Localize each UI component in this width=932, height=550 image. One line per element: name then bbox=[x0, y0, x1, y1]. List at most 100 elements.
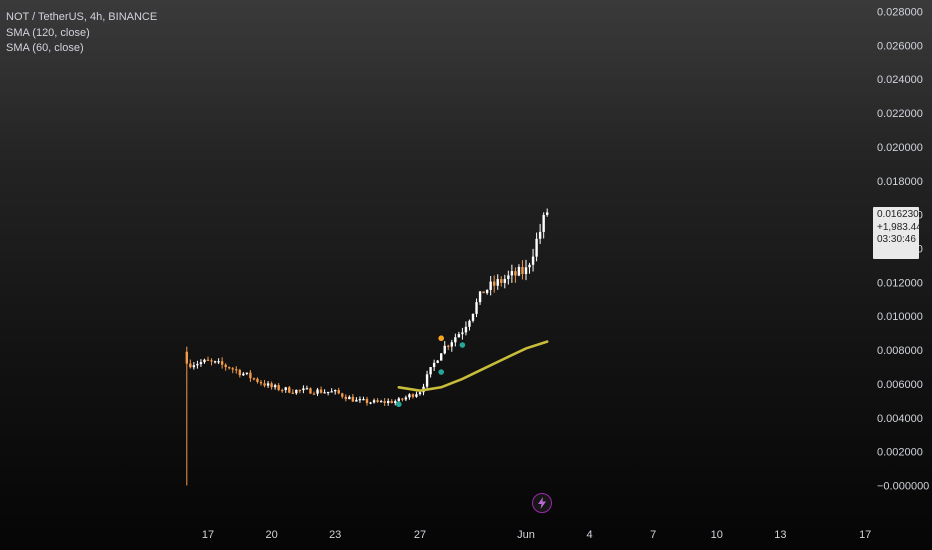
time-tick-label: 17 bbox=[859, 529, 871, 541]
candle-body bbox=[478, 291, 482, 303]
candle-body bbox=[252, 378, 256, 380]
candle-body bbox=[316, 389, 319, 394]
candle-body bbox=[535, 238, 538, 257]
candle-body bbox=[425, 374, 429, 387]
symbol-title[interactable]: NOT / TetherUS, 4h, BINANCE bbox=[6, 11, 158, 23]
candle-body bbox=[454, 337, 457, 343]
price-tick-label: 0.012000 bbox=[877, 277, 923, 289]
price-tick-label: 0.006000 bbox=[877, 379, 923, 391]
candle-body bbox=[330, 391, 333, 393]
price-tick-label: 0.022000 bbox=[877, 108, 923, 120]
candle-body bbox=[242, 373, 245, 376]
candle-body bbox=[418, 392, 422, 395]
candle-body bbox=[493, 281, 496, 286]
signal-marker bbox=[396, 401, 402, 408]
candle-body bbox=[415, 394, 418, 397]
price-tick-label: 0.008000 bbox=[877, 345, 923, 357]
candle-body bbox=[369, 402, 372, 404]
lightning-bolt-icon[interactable] bbox=[532, 493, 552, 513]
time-tick-label: 4 bbox=[587, 529, 593, 541]
signal-marker bbox=[459, 342, 466, 348]
candle-body bbox=[362, 399, 365, 401]
time-tick-label: 23 bbox=[329, 529, 341, 541]
signal-markers-layer bbox=[396, 335, 466, 408]
candle-body bbox=[429, 367, 432, 375]
candle-body bbox=[500, 279, 503, 283]
candle-body bbox=[302, 388, 305, 391]
candle-body bbox=[404, 397, 408, 400]
candle-body bbox=[213, 361, 217, 363]
candle-body bbox=[344, 396, 347, 400]
candle-body bbox=[228, 367, 231, 369]
indicator-sma-120[interactable]: SMA (120, close) bbox=[6, 26, 90, 39]
candle-body bbox=[231, 368, 234, 370]
candle-body bbox=[485, 289, 489, 294]
candle-body bbox=[390, 401, 393, 404]
candle-body bbox=[256, 378, 259, 382]
candle-body bbox=[341, 393, 344, 397]
candle-body bbox=[217, 361, 220, 363]
candle-body bbox=[295, 389, 298, 394]
candle-body bbox=[372, 400, 376, 403]
candle-body bbox=[475, 302, 478, 314]
candle-body bbox=[432, 362, 436, 368]
candle-body bbox=[528, 264, 531, 268]
candle-body bbox=[291, 392, 294, 394]
candle-body bbox=[192, 365, 196, 368]
candle-body bbox=[196, 364, 199, 366]
candle-body bbox=[482, 291, 485, 294]
candle-body bbox=[312, 393, 316, 395]
candle-body bbox=[408, 394, 411, 398]
price-tick-label: 0.028000 bbox=[877, 7, 923, 19]
price-tick-label: 0.002000 bbox=[877, 447, 923, 459]
candle-body bbox=[199, 362, 203, 365]
candle-body bbox=[319, 389, 323, 393]
candle-body bbox=[305, 388, 309, 390]
price-tick-label: 0.004000 bbox=[877, 413, 923, 425]
candle-body bbox=[355, 399, 358, 402]
chart-legend: NOT / TetherUS, 4h, BINANCE SMA (120, cl… bbox=[6, 10, 157, 57]
candle-body bbox=[270, 383, 273, 388]
candle-body bbox=[185, 351, 188, 364]
time-axis[interactable]: 17 20 23 27 Jun 4 7 10 13 17 bbox=[202, 529, 871, 541]
candle-body bbox=[281, 389, 284, 392]
candle-body bbox=[337, 390, 340, 394]
time-tick-label: 13 bbox=[774, 529, 786, 541]
candle-body bbox=[521, 266, 524, 275]
sma-60-line bbox=[397, 340, 549, 393]
candle-body bbox=[436, 360, 439, 363]
candle-body bbox=[447, 345, 450, 347]
candle-body bbox=[531, 256, 535, 265]
indicator-sma-60[interactable]: SMA (60, close) bbox=[6, 42, 84, 54]
candle-body bbox=[309, 388, 312, 394]
candle-body bbox=[464, 326, 468, 333]
candle-body bbox=[365, 399, 369, 404]
candle-body bbox=[288, 387, 291, 393]
candle-body bbox=[277, 385, 280, 390]
candle-body bbox=[206, 359, 210, 361]
candle-body bbox=[397, 398, 400, 402]
price-tick-label: 0.024000 bbox=[877, 74, 923, 86]
candle-body bbox=[348, 396, 351, 400]
last-price-badge: 0.016230 +1,983.44% 03:30:46 bbox=[873, 207, 931, 259]
price-tick-label: 0.010000 bbox=[877, 311, 923, 323]
candle-body bbox=[326, 391, 330, 394]
candle-body bbox=[376, 400, 379, 402]
price-tick-label: 0.020000 bbox=[877, 142, 923, 154]
candle-body bbox=[238, 369, 241, 376]
candle-body bbox=[517, 266, 521, 276]
candle-body bbox=[461, 332, 464, 335]
candles-layer bbox=[185, 208, 549, 486]
candle-body bbox=[542, 214, 545, 232]
candle-body bbox=[440, 353, 443, 361]
candle-body bbox=[468, 320, 471, 327]
time-tick-label: Jun bbox=[517, 529, 535, 541]
price-tick-label: 0.018000 bbox=[877, 176, 923, 188]
candle-body bbox=[546, 212, 549, 215]
candle-body bbox=[411, 394, 415, 397]
candle-body bbox=[210, 360, 213, 362]
time-tick-label: 17 bbox=[202, 529, 214, 541]
candle-body bbox=[189, 363, 192, 368]
candle-body bbox=[235, 369, 238, 371]
